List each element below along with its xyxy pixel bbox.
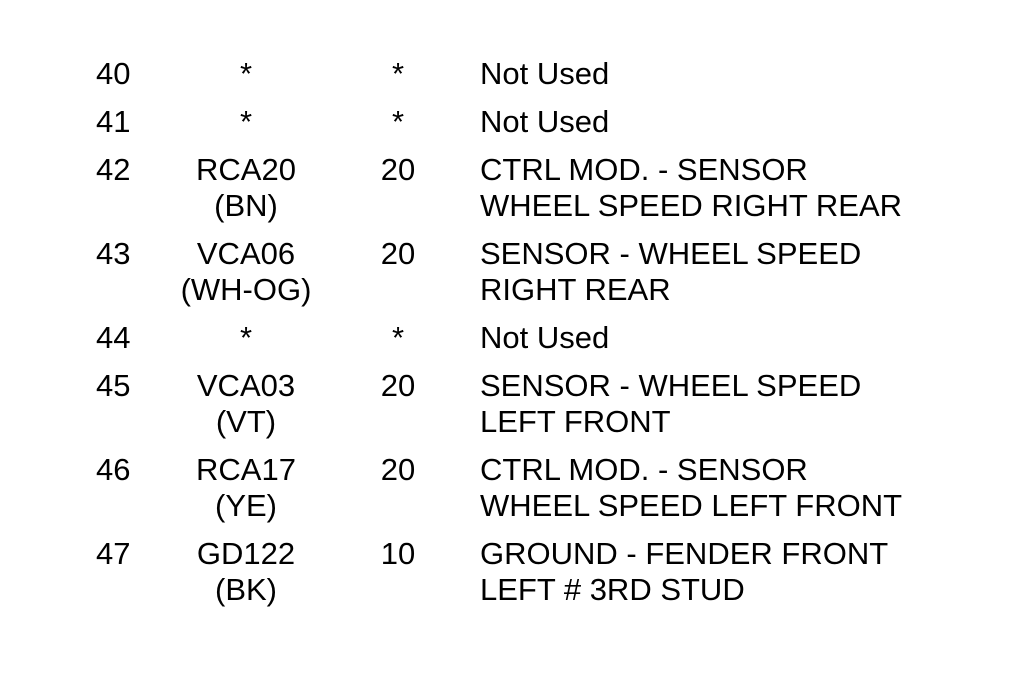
table-row-pin-46: 46 RCA17 (YE) 20 CTRL MOD. - SENSOR WHEE… xyxy=(96,452,1022,524)
description-line: CTRL MOD. - SENSOR xyxy=(480,452,808,487)
description-cell: SENSOR - WHEEL SPEED RIGHT REAR xyxy=(474,236,1022,308)
pin-number: 41 xyxy=(96,104,131,139)
description-line: LEFT FRONT xyxy=(480,404,671,439)
circuit-code: GD122 xyxy=(196,536,296,571)
description-line: WHEEL SPEED RIGHT REAR xyxy=(480,188,903,223)
circuit-code: RCA20 xyxy=(196,152,296,187)
description-line: Not Used xyxy=(480,56,610,91)
description-cell: GROUND - FENDER FRONT LEFT # 3RD STUD xyxy=(474,536,1022,608)
circuit-cell: RCA20 (BN) xyxy=(170,152,322,224)
wire-color: (BK) xyxy=(215,572,277,607)
circuit-code: * xyxy=(239,104,253,139)
pin-number: 42 xyxy=(96,152,131,187)
description-line: RIGHT REAR xyxy=(480,272,671,307)
circuit-code: RCA17 xyxy=(196,452,296,487)
description-line: Not Used xyxy=(480,104,610,139)
description-line: SENSOR - WHEEL SPEED xyxy=(480,368,862,403)
description-cell: SENSOR - WHEEL SPEED LEFT FRONT xyxy=(474,368,1022,440)
table-row-pin-44: 44 * * Not Used xyxy=(96,320,1022,356)
description-line: LEFT # 3RD STUD xyxy=(480,572,745,607)
circuit-code: * xyxy=(239,320,253,355)
wire-color: (YE) xyxy=(215,488,277,523)
description-cell: Not Used xyxy=(474,320,1022,356)
gauge-value: * xyxy=(391,56,405,91)
table-row-pin-47: 47 GD122 (BK) 10 GROUND - FENDER FRONT L… xyxy=(96,536,1022,608)
circuit-cell: GD122 (BK) xyxy=(170,536,322,608)
gauge-value: 20 xyxy=(380,368,416,403)
pin-number: 43 xyxy=(96,236,131,271)
pin-number: 47 xyxy=(96,536,131,571)
table-row-pin-41: 41 * * Not Used xyxy=(96,104,1022,140)
table-row-pin-45: 45 VCA03 (VT) 20 SENSOR - WHEEL SPEED LE… xyxy=(96,368,1022,440)
circuit-code: VCA03 xyxy=(196,368,296,403)
gauge-value: 20 xyxy=(380,152,416,187)
table-row-pin-42: 42 RCA20 (BN) 20 CTRL MOD. - SENSOR WHEE… xyxy=(96,152,1022,224)
wire-color: (VT) xyxy=(215,404,277,439)
description-line: SENSOR - WHEEL SPEED xyxy=(480,236,862,271)
circuit-cell: * xyxy=(170,56,322,92)
wire-color: (WH-OG) xyxy=(180,272,312,307)
circuit-cell: * xyxy=(170,320,322,356)
description-line: CTRL MOD. - SENSOR xyxy=(480,152,808,187)
pin-number: 40 xyxy=(96,56,131,91)
gauge-value: * xyxy=(391,320,405,355)
description-line: GROUND - FENDER FRONT xyxy=(480,536,889,571)
gauge-value: 10 xyxy=(380,536,416,571)
description-cell: Not Used xyxy=(474,104,1022,140)
circuit-cell: VCA06 (WH-OG) xyxy=(170,236,322,308)
description-line: WHEEL SPEED LEFT FRONT xyxy=(480,488,903,523)
circuit-code: VCA06 xyxy=(196,236,296,271)
pin-number: 44 xyxy=(96,320,131,355)
wire-color: (BN) xyxy=(214,188,278,223)
description-cell: CTRL MOD. - SENSOR WHEEL SPEED RIGHT REA… xyxy=(474,152,1022,224)
circuit-cell: RCA17 (YE) xyxy=(170,452,322,524)
gauge-value: 20 xyxy=(380,236,416,271)
description-cell: CTRL MOD. - SENSOR WHEEL SPEED LEFT FRON… xyxy=(474,452,1022,524)
description-line: Not Used xyxy=(480,320,610,355)
table-row-pin-40: 40 * * Not Used xyxy=(96,56,1022,92)
gauge-value: * xyxy=(391,104,405,139)
table-row-pin-43: 43 VCA06 (WH-OG) 20 SENSOR - WHEEL SPEED… xyxy=(96,236,1022,308)
description-cell: Not Used xyxy=(474,56,1022,92)
circuit-code: * xyxy=(239,56,253,91)
circuit-cell: * xyxy=(170,104,322,140)
circuit-cell: VCA03 (VT) xyxy=(170,368,322,440)
pin-number: 46 xyxy=(96,452,131,487)
pin-number: 45 xyxy=(96,368,131,403)
gauge-value: 20 xyxy=(380,452,416,487)
